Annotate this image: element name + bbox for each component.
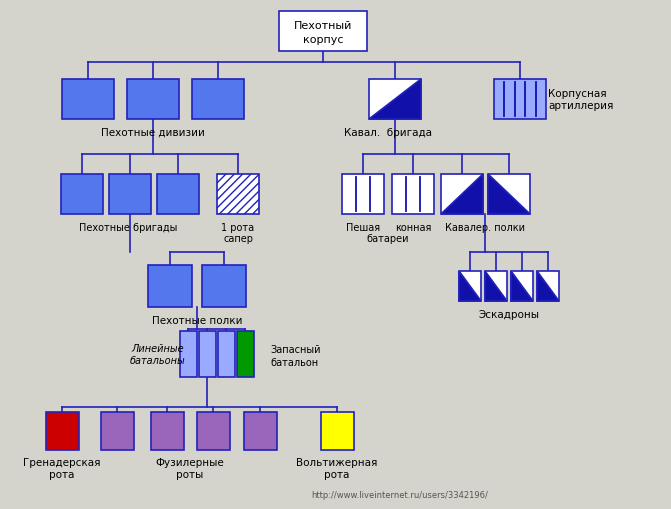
Bar: [441, 175, 483, 215]
Text: http://www.liveinternet.ru/users/3342196/: http://www.liveinternet.ru/users/3342196…: [311, 490, 488, 499]
Polygon shape: [459, 271, 481, 301]
Bar: [109, 175, 151, 215]
Bar: [511, 271, 533, 301]
Bar: [537, 271, 559, 301]
Text: Запасный: Запасный: [270, 344, 321, 354]
Polygon shape: [488, 175, 530, 215]
Text: 1 рота: 1 рота: [221, 222, 254, 233]
Text: Пешая: Пешая: [346, 222, 380, 233]
Bar: [369, 80, 421, 120]
Bar: [459, 271, 481, 301]
Bar: [127, 80, 179, 120]
Bar: [192, 80, 244, 120]
Bar: [180, 331, 197, 377]
Bar: [217, 175, 259, 215]
Bar: [321, 412, 354, 450]
Polygon shape: [511, 271, 533, 301]
Text: батареи: батареи: [367, 234, 409, 243]
Text: Фузилерные
роты: Фузилерные роты: [156, 457, 224, 478]
Text: Гренадерская
рота: Гренадерская рота: [23, 457, 101, 478]
Bar: [494, 80, 546, 120]
Bar: [148, 266, 192, 307]
Bar: [202, 266, 246, 307]
Text: Эскадроны: Эскадроны: [478, 309, 539, 319]
Bar: [342, 175, 384, 215]
Bar: [46, 412, 79, 450]
Bar: [244, 412, 276, 450]
Bar: [150, 412, 183, 450]
Text: корпус: корпус: [303, 35, 344, 45]
Text: конная: конная: [395, 222, 431, 233]
Bar: [488, 175, 530, 215]
Polygon shape: [485, 271, 507, 301]
Polygon shape: [441, 175, 483, 215]
Bar: [485, 271, 507, 301]
Text: сапер: сапер: [223, 234, 253, 243]
Bar: [101, 412, 134, 450]
Text: Линейные
батальоны: Линейные батальоны: [130, 344, 186, 365]
Bar: [392, 175, 434, 215]
Text: Пехотные дивизии: Пехотные дивизии: [101, 128, 205, 138]
Text: Корпусная
артиллерия: Корпусная артиллерия: [548, 89, 613, 110]
Bar: [61, 175, 103, 215]
Bar: [157, 175, 199, 215]
Text: Пехотный: Пехотный: [294, 21, 352, 31]
Bar: [199, 331, 215, 377]
Bar: [62, 80, 114, 120]
Text: Вольтижерная
рота: Вольтижерная рота: [297, 457, 378, 478]
Text: Пехотные бригады: Пехотные бригады: [79, 222, 177, 233]
Bar: [197, 412, 229, 450]
Polygon shape: [537, 271, 559, 301]
Bar: [279, 12, 367, 52]
Bar: [217, 331, 234, 377]
Text: Пехотные полки: Пехотные полки: [152, 316, 242, 325]
Text: Кавал.  бригада: Кавал. бригада: [344, 128, 432, 138]
Polygon shape: [369, 80, 421, 120]
Bar: [236, 331, 254, 377]
Text: батальон: батальон: [270, 357, 318, 367]
Text: Кавалер. полки: Кавалер. полки: [445, 222, 525, 233]
